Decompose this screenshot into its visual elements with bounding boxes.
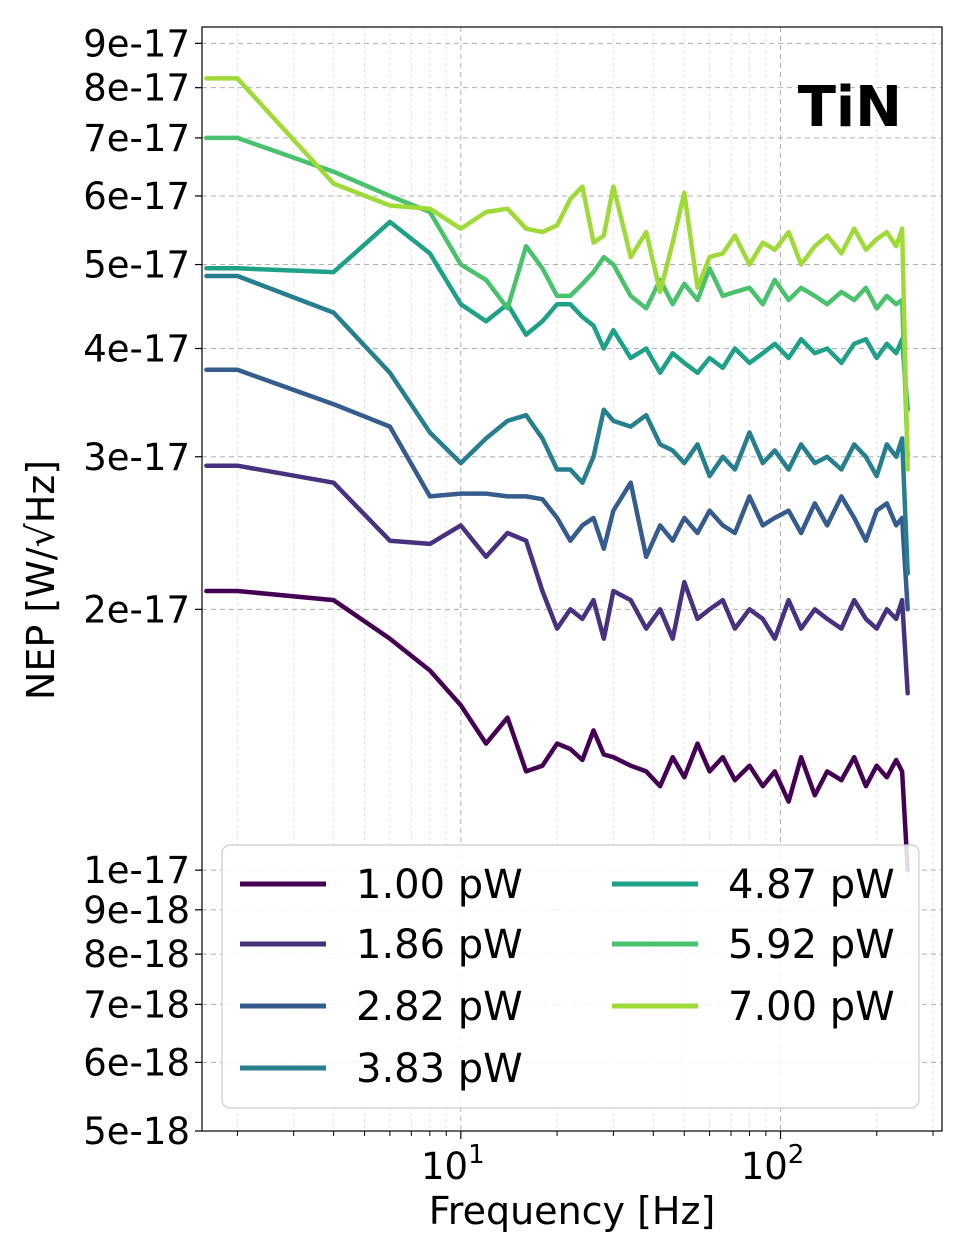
legend-label-2: 1.86 pW — [356, 922, 523, 968]
series-line-6 — [204, 135, 910, 460]
y-tick-label: 7e-18 — [83, 983, 190, 1026]
x-tick-exponent: 2 — [788, 1140, 805, 1170]
series-line-1 — [204, 588, 910, 873]
legend-label-5: 4.87 pW — [728, 862, 895, 908]
y-tick-label: 4e-17 — [83, 328, 190, 371]
y-tick-label: 7e-17 — [83, 117, 190, 160]
series-line-2 — [204, 463, 910, 696]
series-line-4 — [204, 273, 910, 576]
x-tick-exponent: 1 — [468, 1140, 485, 1170]
y-tick-label: 1e-17 — [83, 849, 190, 892]
y-tick-label: 5e-18 — [83, 1110, 190, 1153]
y-tick-label: 5e-17 — [83, 244, 190, 287]
y-axis-label: NEP [W/√Hz] — [19, 460, 63, 700]
legend-label-7: 7.00 pW — [728, 984, 895, 1030]
y-tick-label: 8e-17 — [83, 67, 190, 110]
y-tick-label: 6e-17 — [83, 175, 190, 218]
y-tick-label: 2e-17 — [83, 588, 190, 631]
y-tick-label: 9e-17 — [83, 22, 190, 65]
y-tick-label: 9e-18 — [83, 889, 190, 932]
y-tick-label: 3e-17 — [83, 436, 190, 479]
x-axis-ticks: 101 102 — [236, 1131, 934, 1188]
series-line-5 — [204, 219, 910, 412]
legend: 1.00 pW 1.86 pW 2.82 pW 3.83 pW 4.87 pW 5.92 … — [221, 844, 920, 1109]
x-axis-label: Frequency [Hz] — [429, 1189, 716, 1233]
legend-label-6: 5.92 pW — [728, 922, 895, 968]
y-tick-label: 6e-18 — [83, 1041, 190, 1084]
legend-label-4: 3.83 pW — [356, 1046, 523, 1092]
y-tick-label: 8e-18 — [83, 933, 190, 976]
series-lines — [204, 76, 910, 873]
legend-box — [221, 844, 920, 1109]
legend-label-1: 1.00 pW — [356, 862, 523, 908]
series-line-3 — [204, 367, 910, 612]
x-tick-label: 101 — [421, 1140, 485, 1188]
material-annotation: TiN — [798, 75, 902, 140]
legend-label-3: 2.82 pW — [356, 984, 523, 1030]
series-line-7 — [204, 76, 910, 472]
plot-frame — [201, 26, 943, 1132]
